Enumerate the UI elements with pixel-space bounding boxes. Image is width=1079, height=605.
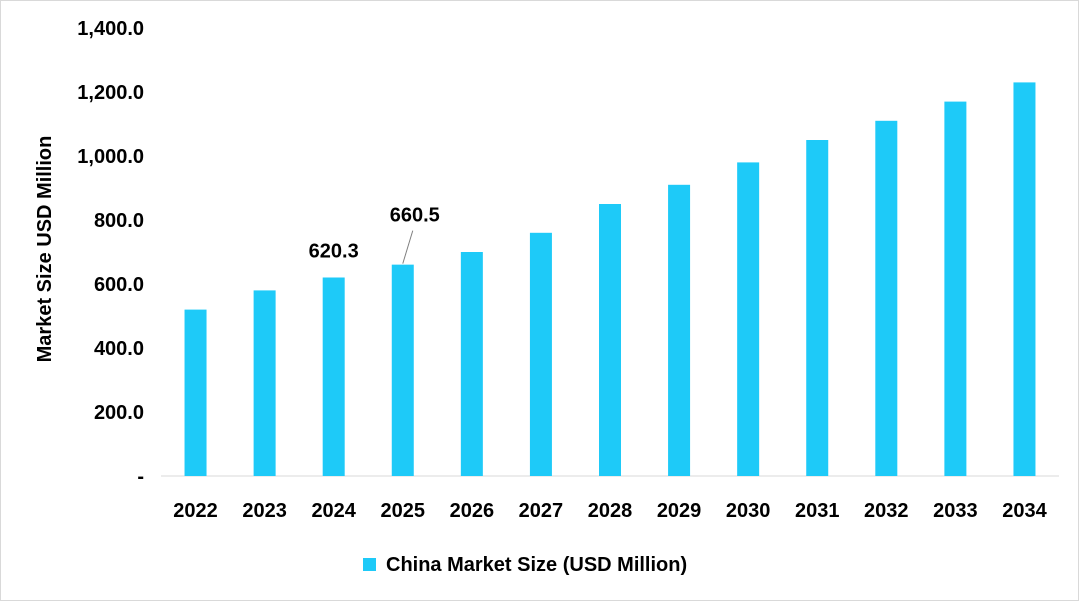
bar-2028 — [599, 204, 621, 476]
x-tick-label: 2031 — [795, 500, 840, 522]
x-tick-label: 2032 — [864, 500, 909, 522]
y-tick-label: 1,400.0 — [77, 18, 144, 40]
legend-label: China Market Size (USD Million) — [386, 554, 687, 576]
y-axis-label: Market Size USD Million — [34, 136, 56, 363]
data-label-2024: 620.3 — [309, 241, 359, 263]
bar-2026 — [460, 252, 483, 476]
x-tick-label: 2023 — [242, 500, 287, 522]
bar-2025 — [391, 264, 414, 476]
bar-2029 — [668, 184, 691, 477]
x-tick-label: 2030 — [726, 500, 771, 522]
y-tick-label: 800.0 — [94, 210, 144, 232]
bar-2033 — [944, 101, 967, 476]
bar-2030 — [737, 162, 760, 476]
data-label-leader-line — [402, 230, 414, 264]
x-tick-label: 2029 — [657, 500, 702, 522]
legend: China Market Size (USD Million) — [363, 554, 687, 576]
bar-2034 — [1013, 82, 1036, 477]
x-tick-label: 2024 — [311, 500, 356, 522]
x-tick-label: 2026 — [450, 500, 495, 522]
y-tick-label: - — [137, 466, 144, 488]
bar-2024 — [322, 277, 345, 476]
x-tick-label: 2033 — [933, 500, 978, 522]
data-label-2025: 660.5 — [390, 205, 440, 227]
bar-2031 — [806, 140, 829, 476]
x-tick-label: 2034 — [1002, 500, 1047, 522]
y-tick-label: 1,000.0 — [77, 146, 144, 168]
bar-2022 — [184, 309, 207, 476]
legend-swatch — [363, 558, 376, 571]
x-tick-label: 2025 — [381, 500, 426, 522]
bar-2027 — [529, 232, 552, 476]
y-tick-label: 400.0 — [94, 338, 144, 360]
x-tick-label: 2022 — [173, 500, 218, 522]
y-tick-label: 1,200.0 — [77, 82, 144, 104]
y-tick-label: 600.0 — [94, 274, 144, 296]
bar-2023 — [253, 290, 276, 476]
bar-2032 — [875, 120, 898, 477]
x-tick-label: 2028 — [588, 500, 633, 522]
x-tick-label: 2027 — [519, 500, 564, 522]
y-tick-label: 200.0 — [94, 402, 144, 424]
